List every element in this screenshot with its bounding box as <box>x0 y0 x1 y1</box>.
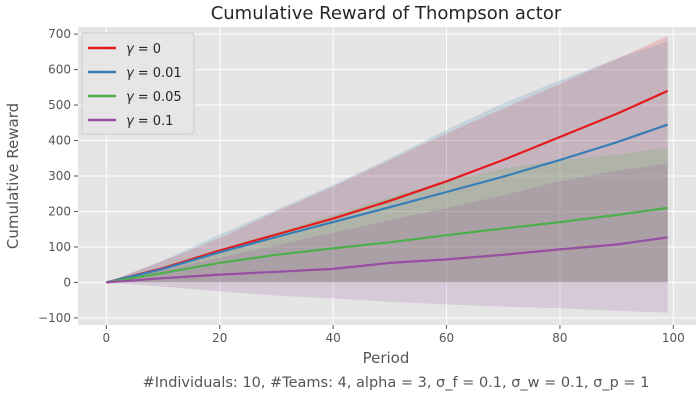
confidence-bands <box>106 35 668 313</box>
x-tick-label: 100 <box>662 331 685 345</box>
y-tick-label: 300 <box>48 169 71 183</box>
y-tick-label: 500 <box>48 98 71 112</box>
grid <box>78 27 696 325</box>
confidence-band <box>106 41 668 283</box>
confidence-band <box>106 163 668 313</box>
y-tick-label: −100 <box>38 311 71 325</box>
y-tick-label: 100 <box>48 240 71 254</box>
y-tick-label: 700 <box>48 27 71 41</box>
legend: γ = 0 γ = 0.01 γ = 0.05 γ = 0.1 <box>81 32 195 135</box>
x-axis-label: Period <box>363 349 410 367</box>
series-line <box>106 236 668 284</box>
legend-box <box>81 32 195 135</box>
legend-label: γ = 0 <box>126 42 161 57</box>
legend-label: γ = 0.1 <box>126 114 173 129</box>
x-tick-label: 60 <box>439 331 454 345</box>
x-tick-label: 0 <box>103 331 111 345</box>
x-tick-label: 40 <box>325 331 340 345</box>
x-tick-label: 80 <box>552 331 567 345</box>
series-line <box>106 123 669 284</box>
y-tick-label: 0 <box>63 275 71 289</box>
series-line <box>106 89 669 284</box>
confidence-band <box>106 35 668 283</box>
confidence-band <box>106 147 668 283</box>
x-axis-ticks: 0 20 40 60 80 100 <box>103 325 685 345</box>
y-tick-label: 400 <box>48 134 71 148</box>
y-tick-label: 600 <box>48 63 71 77</box>
figure-caption: #Individuals: 10, #Teams: 4, alpha = 3, … <box>143 375 650 391</box>
legend-label: γ = 0.05 <box>126 90 182 105</box>
legend-label: γ = 0.01 <box>126 66 182 81</box>
y-axis-label: Cumulative Reward <box>4 103 22 249</box>
y-axis-ticks: −100 0 100 200 300 400 500 600 700 <box>38 27 78 325</box>
series-lines <box>106 89 669 284</box>
chart-title: Cumulative Reward of Thompson actor <box>211 3 562 24</box>
series-line <box>106 206 668 284</box>
x-tick-label: 20 <box>212 331 227 345</box>
y-tick-label: 200 <box>48 204 71 218</box>
